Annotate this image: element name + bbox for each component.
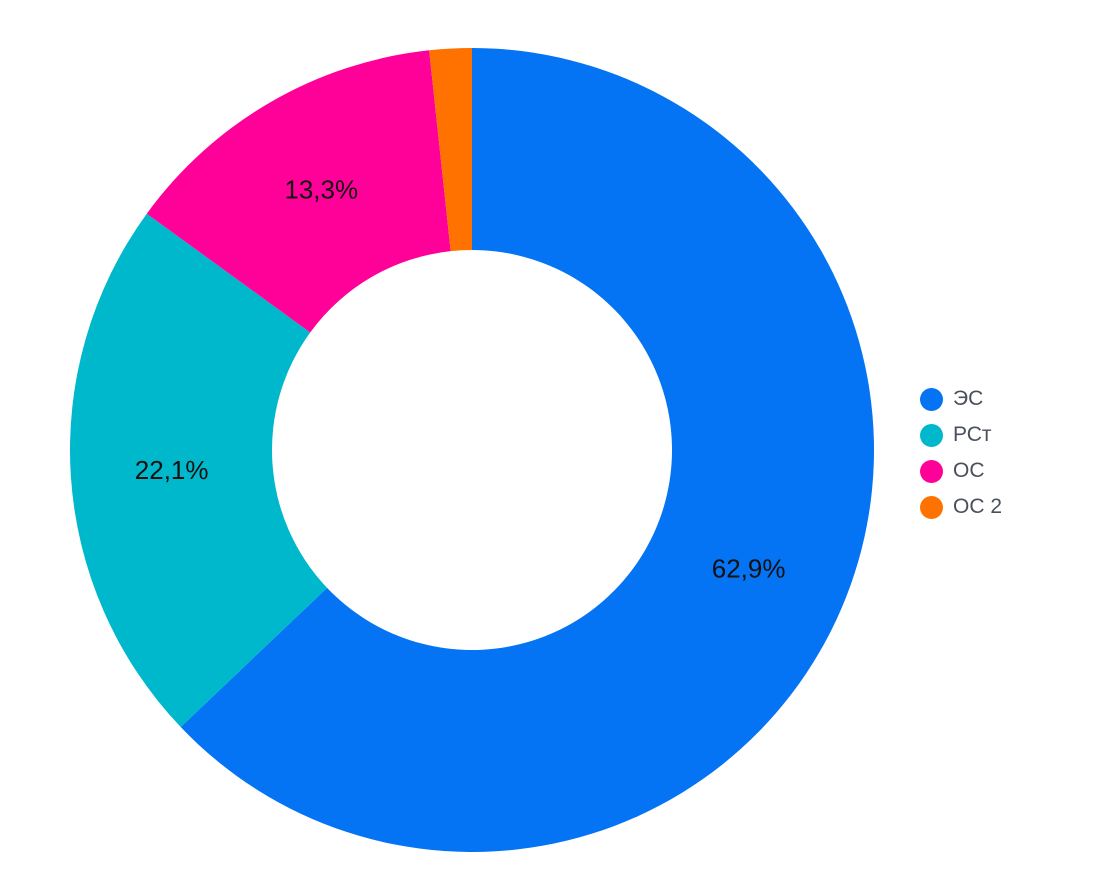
legend-swatch-icon bbox=[920, 423, 943, 447]
slice-label-3: 13,3% bbox=[284, 174, 358, 204]
legend-label: ЭС bbox=[953, 387, 984, 410]
slice-2[interactable] bbox=[69, 213, 328, 728]
legend-swatch-icon bbox=[920, 459, 943, 483]
legend-label: РСт bbox=[953, 423, 992, 446]
slice-label-2: 22,1% bbox=[135, 455, 209, 485]
legend-item-2[interactable]: РСт bbox=[920, 417, 1002, 453]
legend-item-4[interactable]: ОС 2 bbox=[920, 489, 1002, 525]
legend-label: ОС bbox=[953, 459, 985, 482]
slice-4[interactable] bbox=[429, 48, 472, 252]
slice-3[interactable] bbox=[146, 50, 451, 333]
chart-legend: ЭС РСт ОС ОС 2 bbox=[920, 381, 1002, 525]
legend-swatch-icon bbox=[920, 387, 943, 411]
legend-item-1[interactable]: ЭС bbox=[920, 381, 1002, 417]
slice-1[interactable] bbox=[180, 48, 875, 852]
chart-slices bbox=[69, 48, 875, 852]
legend-label: ОС 2 bbox=[953, 495, 1003, 518]
slice-label-1: 62,9% bbox=[712, 554, 786, 584]
chart-slice-labels: 62,9% 22,1% 13,3% bbox=[135, 174, 786, 583]
legend-swatch-icon bbox=[920, 495, 943, 519]
legend-item-3[interactable]: ОС bbox=[920, 453, 1002, 489]
